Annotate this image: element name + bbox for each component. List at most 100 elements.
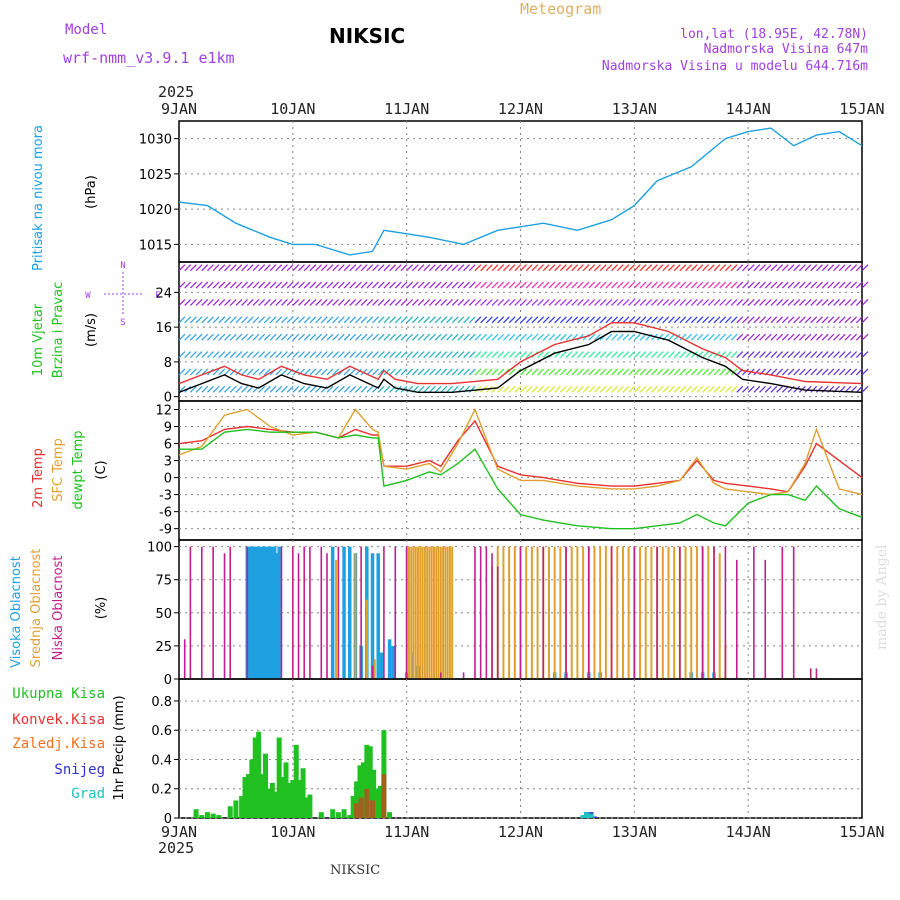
wind-barb xyxy=(258,264,266,272)
wind-barb xyxy=(258,316,266,324)
wind-barb xyxy=(417,316,425,324)
wind-barb xyxy=(582,264,590,272)
precip-ytick-label: 0.6 xyxy=(151,724,172,739)
wind-barb xyxy=(576,281,584,289)
wind-barb xyxy=(656,281,664,289)
cloud-unit: (%) xyxy=(94,597,109,620)
wind-barb xyxy=(315,299,323,306)
wind-barb xyxy=(298,316,305,324)
wind-barb xyxy=(554,264,562,272)
wind-barb xyxy=(804,281,812,289)
cloud-low-bar xyxy=(764,559,767,679)
wind-barb xyxy=(673,299,681,306)
wind-barb xyxy=(451,299,459,306)
temp-ytick-label: 9 xyxy=(164,421,172,436)
wind-barb xyxy=(275,264,283,272)
wind-barb xyxy=(798,333,806,341)
cloud-low-bar xyxy=(371,665,374,679)
wind-barb xyxy=(463,368,471,376)
wind-barb xyxy=(855,281,863,289)
wind-barb xyxy=(736,299,744,306)
wind-barb xyxy=(275,299,283,306)
wind-barb xyxy=(696,385,704,393)
wind-ylabel2: Brzina i Pravac xyxy=(51,282,66,379)
wind-barb xyxy=(235,316,243,324)
cloud-high-bar xyxy=(391,645,395,679)
wind-barb xyxy=(235,333,243,341)
temp-ylabel2: SFC Temp xyxy=(51,438,66,502)
precip-total-bar xyxy=(210,813,216,818)
cloud-mid-bar xyxy=(513,546,516,679)
wind-barb xyxy=(286,351,294,358)
wind-barb xyxy=(394,299,402,306)
wind-barb xyxy=(793,264,801,272)
wind-barb xyxy=(218,264,226,272)
cloud-low-bar xyxy=(679,546,681,679)
wind-barb xyxy=(776,299,784,306)
wind-barb xyxy=(235,368,243,376)
wind-barb xyxy=(241,316,249,324)
wind-barb xyxy=(594,316,601,324)
wind-barb xyxy=(798,351,806,358)
wind-barb xyxy=(787,368,795,376)
wind-barb xyxy=(263,368,271,376)
wind-barb xyxy=(503,385,510,393)
pressure-ytick-label: 1020 xyxy=(139,203,172,218)
wind-barb xyxy=(690,281,698,289)
wind-barb xyxy=(719,299,727,306)
wind-barb xyxy=(537,385,544,393)
wind-barb xyxy=(400,316,408,324)
wind-barb xyxy=(389,299,397,306)
wind-barb xyxy=(406,385,414,393)
cloud-mid-bar xyxy=(718,553,721,679)
cloud-high-bar xyxy=(256,546,261,679)
wind-barb xyxy=(491,351,499,358)
wind-barb xyxy=(685,385,692,393)
wind-barb xyxy=(810,299,818,306)
wind-barb xyxy=(434,316,442,324)
wind-barb xyxy=(599,351,607,358)
wind-barb xyxy=(411,368,419,376)
wind-barb xyxy=(508,351,516,358)
wind-barb xyxy=(605,264,613,272)
wind-barb xyxy=(548,333,556,341)
wind-barb xyxy=(440,264,448,272)
cloud-mid-bar xyxy=(559,546,562,679)
cloud-high-bar xyxy=(247,546,252,679)
wind-barb xyxy=(582,281,590,289)
station-title: NIKSIC xyxy=(329,24,405,48)
wind-barb xyxy=(798,316,806,324)
pressure-ytick-label: 1030 xyxy=(139,133,172,148)
wind-barb xyxy=(258,368,266,376)
wind-barb xyxy=(559,385,567,393)
cloud-mid-bar xyxy=(667,546,670,679)
wind-barb xyxy=(195,385,203,393)
wind-barb xyxy=(611,385,618,393)
wind-barb xyxy=(690,316,698,324)
wind-barb xyxy=(201,333,209,341)
wind-barb xyxy=(366,299,374,306)
wind-barb xyxy=(793,333,801,341)
wind-barb xyxy=(559,333,567,341)
wind-barb xyxy=(821,368,829,376)
wind-barb xyxy=(275,316,283,324)
wind-barb xyxy=(315,264,323,272)
wind-barb xyxy=(491,368,499,376)
precip-total-bar xyxy=(371,769,377,818)
cloud-mid-bar xyxy=(365,599,368,679)
wind-barb xyxy=(639,351,647,358)
wind-barb xyxy=(531,316,539,324)
wind-barb xyxy=(827,281,835,289)
wind-barb xyxy=(776,333,784,341)
cloud-low-bar xyxy=(297,553,300,679)
wind-barb xyxy=(559,368,567,376)
wind-barb xyxy=(423,264,431,272)
wind-barb xyxy=(326,281,334,289)
wind-barb xyxy=(804,316,812,324)
wind-barb xyxy=(281,351,288,358)
wind-barb xyxy=(707,368,715,376)
wind-barb xyxy=(252,368,260,376)
precip-legend-item: Snijeg xyxy=(54,762,105,778)
wind-barb xyxy=(224,333,231,341)
wind-barb xyxy=(269,351,277,358)
